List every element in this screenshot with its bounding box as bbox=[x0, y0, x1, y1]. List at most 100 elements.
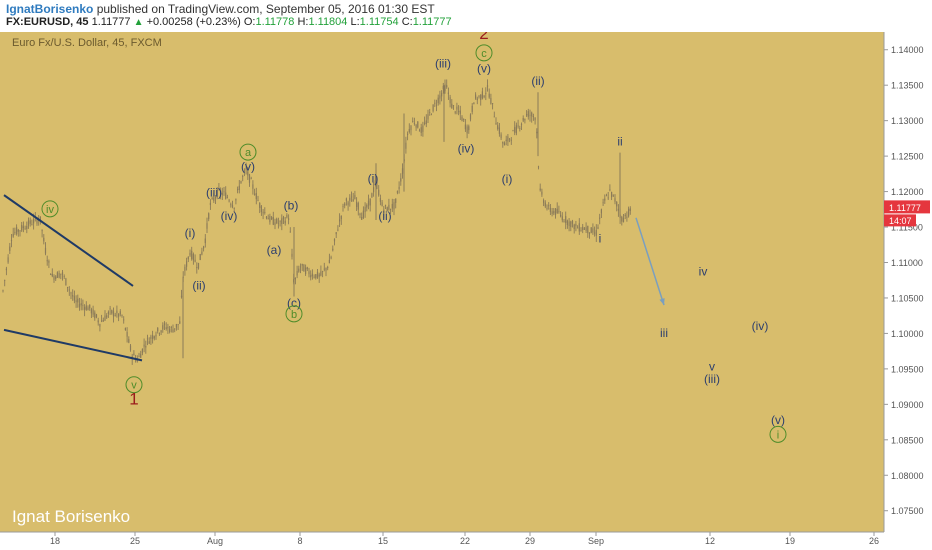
time-tick-label: 22 bbox=[460, 536, 470, 546]
candle-body bbox=[264, 212, 266, 213]
candle-body bbox=[405, 142, 407, 149]
candle-body bbox=[155, 334, 157, 337]
wave-label: (iii) bbox=[704, 372, 720, 386]
candle-body bbox=[476, 98, 478, 101]
candle-body bbox=[485, 93, 487, 95]
candle-body bbox=[505, 139, 507, 141]
chart-title: Euro Fx/U.S. Dollar, 45, FXCM bbox=[12, 37, 162, 49]
candle-body bbox=[313, 276, 315, 278]
candle-body bbox=[401, 168, 404, 174]
candle-body bbox=[260, 206, 262, 212]
time-tick-label: Aug bbox=[207, 536, 223, 546]
candle-body bbox=[345, 198, 347, 201]
candle-body bbox=[456, 106, 458, 110]
candle-body bbox=[196, 267, 198, 269]
candle-body bbox=[424, 122, 426, 124]
candle-body bbox=[68, 289, 70, 291]
candle-body bbox=[152, 335, 154, 340]
candle-body bbox=[607, 197, 609, 199]
wave-label: v bbox=[709, 359, 715, 373]
trend-line bbox=[3, 194, 134, 287]
candle-body bbox=[570, 221, 572, 228]
chart-header: IgnatBorisenko published on TradingView.… bbox=[0, 0, 932, 32]
candle-body bbox=[410, 126, 412, 131]
candle-body bbox=[442, 85, 444, 89]
candle-body bbox=[376, 182, 378, 184]
candle-body bbox=[299, 266, 302, 268]
price-tick-label: 1.12000 bbox=[891, 187, 924, 197]
candle-body bbox=[14, 231, 16, 234]
candle-body bbox=[141, 348, 143, 354]
candle-body bbox=[5, 268, 7, 271]
candle-body bbox=[109, 308, 111, 310]
candle-body bbox=[350, 196, 353, 198]
candle-body bbox=[492, 103, 494, 105]
wave-label: (iv) bbox=[221, 209, 238, 223]
candle-body bbox=[252, 184, 254, 189]
candle-body bbox=[322, 271, 324, 273]
candle-body bbox=[429, 111, 431, 113]
price-tick-label: 1.13000 bbox=[891, 116, 924, 126]
time-tick-label: 25 bbox=[130, 536, 140, 546]
candle-body bbox=[471, 105, 473, 112]
candle-body bbox=[395, 198, 397, 203]
candle-body bbox=[26, 225, 28, 230]
time-axis[interactable]: 18 25 Aug 8 15 22 29 Sep 12 19 26 bbox=[0, 531, 932, 550]
time-tick-label: 18 bbox=[50, 536, 60, 546]
candle-body bbox=[124, 328, 126, 330]
price-chart[interactable]: 1.14000 1.13500 1.13000 1.12500 1.12000 1.115… bbox=[0, 32, 932, 550]
wave-labels-layer: ivv1a(v)(iii)(i)(iv)(ii)(b)(a)(c)b(i)(ii… bbox=[41, 32, 787, 443]
candle-body bbox=[267, 218, 269, 220]
candle-body bbox=[629, 208, 631, 211]
projection-arrow-icon bbox=[659, 298, 665, 306]
candle-body bbox=[174, 328, 176, 330]
candle-body bbox=[282, 217, 285, 220]
candle-body bbox=[583, 228, 585, 230]
last-price-tag-text: 1.11777 bbox=[889, 203, 921, 213]
candle-body bbox=[422, 125, 424, 132]
price-axis[interactable]: 1.14000 1.13500 1.13000 1.12500 1.12000 1.115… bbox=[883, 32, 932, 550]
candle-body bbox=[604, 198, 606, 201]
candle-body bbox=[22, 226, 24, 229]
candle-body bbox=[621, 216, 623, 222]
candle-body bbox=[248, 174, 251, 183]
wave-label: (iii) bbox=[206, 186, 222, 200]
candle-body bbox=[390, 208, 392, 210]
candle-body bbox=[398, 186, 400, 190]
candle-body bbox=[369, 198, 371, 206]
candle-body bbox=[362, 210, 364, 218]
candle-body bbox=[430, 114, 432, 116]
candle-body bbox=[347, 202, 349, 206]
candle-body bbox=[199, 253, 201, 260]
candle-body bbox=[452, 105, 455, 107]
candle-body bbox=[206, 223, 208, 229]
wave-label: (v) bbox=[241, 159, 255, 173]
candle-body bbox=[220, 190, 222, 195]
candle-body bbox=[92, 309, 94, 315]
wave-label-circle bbox=[285, 305, 303, 323]
candle-body bbox=[388, 204, 390, 210]
candle-body bbox=[463, 119, 465, 121]
published-text: published on TradingView.com, September … bbox=[96, 2, 435, 16]
candle-body bbox=[114, 314, 116, 316]
candle-body bbox=[214, 196, 217, 199]
candle-body bbox=[415, 124, 417, 128]
candle-body bbox=[24, 228, 26, 230]
candle-body bbox=[624, 214, 626, 217]
candle-body bbox=[333, 238, 336, 242]
candle-body bbox=[162, 325, 164, 330]
candle-body bbox=[575, 224, 577, 227]
high-label: H: bbox=[297, 16, 309, 28]
watermark: Ignat Borisenko bbox=[12, 507, 130, 526]
candle-body bbox=[187, 256, 189, 260]
author-link[interactable]: IgnatBorisenko bbox=[6, 2, 94, 16]
last-price: 1.11777 bbox=[91, 16, 131, 28]
price-tick-label: 1.07500 bbox=[891, 506, 924, 516]
candle-body bbox=[509, 138, 511, 140]
wave-label: (b) bbox=[284, 198, 299, 212]
candle-body bbox=[573, 224, 575, 230]
candle-body bbox=[468, 126, 470, 131]
candle-body bbox=[316, 271, 319, 278]
candle-body bbox=[209, 202, 211, 206]
candle-body bbox=[571, 220, 574, 224]
